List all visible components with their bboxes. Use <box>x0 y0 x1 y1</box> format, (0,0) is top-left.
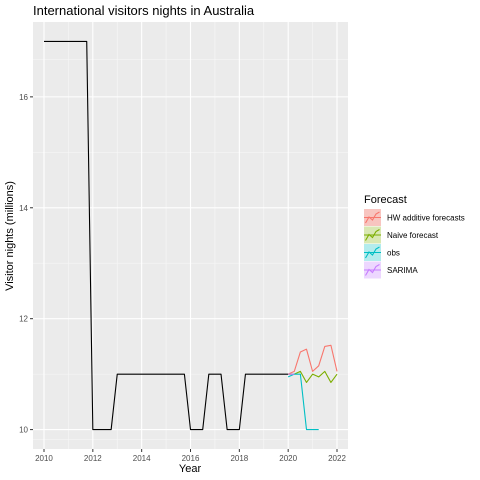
legend-label: SARIMA <box>387 266 418 275</box>
x-tick-label: 2016 <box>182 454 200 463</box>
legend-label: obs <box>387 249 400 258</box>
x-tick-label: 2022 <box>328 454 346 463</box>
x-tick-label: 2018 <box>230 454 248 463</box>
legend-label: Naive forecast <box>387 231 439 240</box>
y-tick-label: 10 <box>19 426 28 435</box>
x-tick-label: 2010 <box>35 454 53 463</box>
legend-label: HW additive forecasts <box>387 214 465 223</box>
x-tick-label: 2014 <box>133 454 151 463</box>
chart-title: International visitors nights in Austral… <box>33 3 255 18</box>
y-tick-label: 12 <box>19 315 28 324</box>
legend-title: Forecast <box>364 194 407 206</box>
y-tick-label: 16 <box>19 93 28 102</box>
x-axis-title: Year <box>179 463 202 475</box>
y-axis-title: Visitor nights (millions) <box>4 181 16 291</box>
y-tick-label: 14 <box>19 204 28 213</box>
x-tick-label: 2012 <box>84 454 102 463</box>
x-tick-label: 2020 <box>279 454 297 463</box>
